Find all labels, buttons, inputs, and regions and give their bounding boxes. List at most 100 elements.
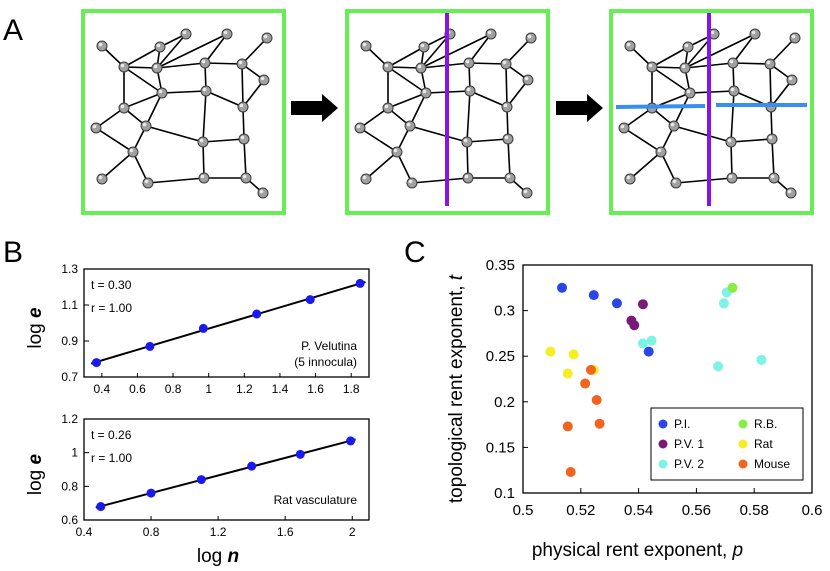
network-node-highlight xyxy=(487,30,492,35)
data-point xyxy=(585,364,596,375)
network-edge xyxy=(202,138,245,143)
network-node xyxy=(180,28,192,40)
x-tick-label: 0.58 xyxy=(740,502,769,519)
network-node-highlight xyxy=(182,30,187,35)
network-node xyxy=(463,57,475,69)
data-point xyxy=(588,290,599,301)
chart-b-bottom: 0.6 0.8 1 1.2 0.4 0.8 1.2 1.6 2 log e t = 0.26 r = … xyxy=(25,412,370,539)
network-node-highlight xyxy=(672,179,677,184)
network-node xyxy=(90,122,102,134)
network-node xyxy=(257,187,269,199)
y-tick-label: 0.3 xyxy=(494,303,515,320)
network-node xyxy=(200,85,212,97)
network-node-highlight xyxy=(770,174,775,179)
network-edge xyxy=(243,138,247,179)
data-point xyxy=(568,349,579,360)
network-node xyxy=(156,87,168,99)
network-node xyxy=(382,102,394,114)
y-tick-label: 0.25 xyxy=(486,348,515,365)
network-edge xyxy=(409,92,427,127)
network-frame-1 xyxy=(81,9,286,215)
network-edge xyxy=(95,127,134,153)
x-tick-label: 0.4 xyxy=(76,525,93,539)
network-node-highlight xyxy=(384,104,389,109)
annotation-species: P. Velutina xyxy=(301,339,357,353)
network-node-highlight xyxy=(156,43,161,48)
network-node-highlight xyxy=(202,87,207,92)
network-edge xyxy=(623,107,653,129)
network-edge xyxy=(123,92,163,109)
data-point xyxy=(562,421,573,432)
network-edge xyxy=(468,33,492,64)
data-point xyxy=(756,354,767,365)
annotation-t: t = 0.30 xyxy=(91,278,132,292)
axis-label-text: topological rent exponent, xyxy=(446,280,467,503)
network-node xyxy=(502,133,514,145)
network-edge xyxy=(684,33,756,69)
chart-b-top: 0.7 0.9 1.1 1.3 0.4 0.6 0.8 1 1.2 1.4 1.6 1.8 log e t… xyxy=(25,262,370,396)
arrow-right-icon xyxy=(556,94,603,122)
network-node-highlight xyxy=(238,60,243,65)
network-edge xyxy=(466,90,471,143)
y-axis-label-variable: e xyxy=(25,307,46,318)
x-tick-label: 0.54 xyxy=(624,502,653,519)
network-node xyxy=(525,32,537,44)
x-tick-label: 1 xyxy=(205,382,212,396)
network-node xyxy=(420,87,432,99)
y-axis-label-variable: e xyxy=(25,453,46,464)
y-tick-label: 0.35 xyxy=(486,257,515,274)
network-edge xyxy=(101,151,134,180)
data-point xyxy=(346,436,356,446)
network-edge xyxy=(629,151,662,180)
x-tick-label: 1.2 xyxy=(210,525,227,539)
network-frame-3 xyxy=(609,9,814,215)
network-edge xyxy=(675,177,733,184)
network-node-highlight xyxy=(92,124,97,129)
y-tick-label: 0.7 xyxy=(61,370,78,384)
network-edge xyxy=(387,66,427,94)
network-node-highlight xyxy=(730,87,735,92)
x-tick-label: 1.8 xyxy=(343,382,360,396)
network-node xyxy=(154,41,166,53)
network-node xyxy=(142,177,154,189)
x-tick-label: 0.5 xyxy=(513,502,534,519)
network-edge xyxy=(205,90,244,108)
axis-label-variable: t xyxy=(446,274,467,280)
blue-bisection-cut-left xyxy=(615,104,706,109)
network-edge xyxy=(387,66,422,69)
network-node xyxy=(418,41,430,53)
network-edge xyxy=(387,46,425,68)
y-axis-label-prefix: log xyxy=(25,318,46,349)
network-icon xyxy=(354,28,537,199)
network-node-highlight xyxy=(259,189,264,194)
network-edge xyxy=(506,79,529,108)
network-node-highlight xyxy=(620,124,625,129)
data-point xyxy=(295,449,305,459)
network-edge xyxy=(673,125,732,143)
legend-label: R.B. xyxy=(754,417,777,431)
network-node-highlight xyxy=(727,138,732,143)
data-point xyxy=(591,394,602,405)
network-node xyxy=(360,173,372,185)
network-icon xyxy=(618,28,801,199)
network-edge xyxy=(507,138,511,179)
network-node xyxy=(679,62,691,74)
network-node xyxy=(96,173,108,185)
network-node xyxy=(461,136,473,148)
network-node-highlight xyxy=(506,174,511,179)
network-node xyxy=(728,85,740,97)
network-node xyxy=(504,172,516,184)
data-point xyxy=(637,299,648,310)
network-node xyxy=(199,57,211,69)
network-edge xyxy=(156,33,228,69)
network-node xyxy=(404,120,416,132)
annotation-t: t = 0.26 xyxy=(91,428,132,442)
data-point xyxy=(580,378,591,389)
network-edge xyxy=(359,107,389,129)
data-point xyxy=(198,323,208,333)
network-node xyxy=(522,74,534,86)
network-node xyxy=(485,28,497,40)
y-tick-label: 0.9 xyxy=(61,334,78,348)
network-node xyxy=(415,62,427,74)
panel-label-b: B xyxy=(3,236,23,269)
